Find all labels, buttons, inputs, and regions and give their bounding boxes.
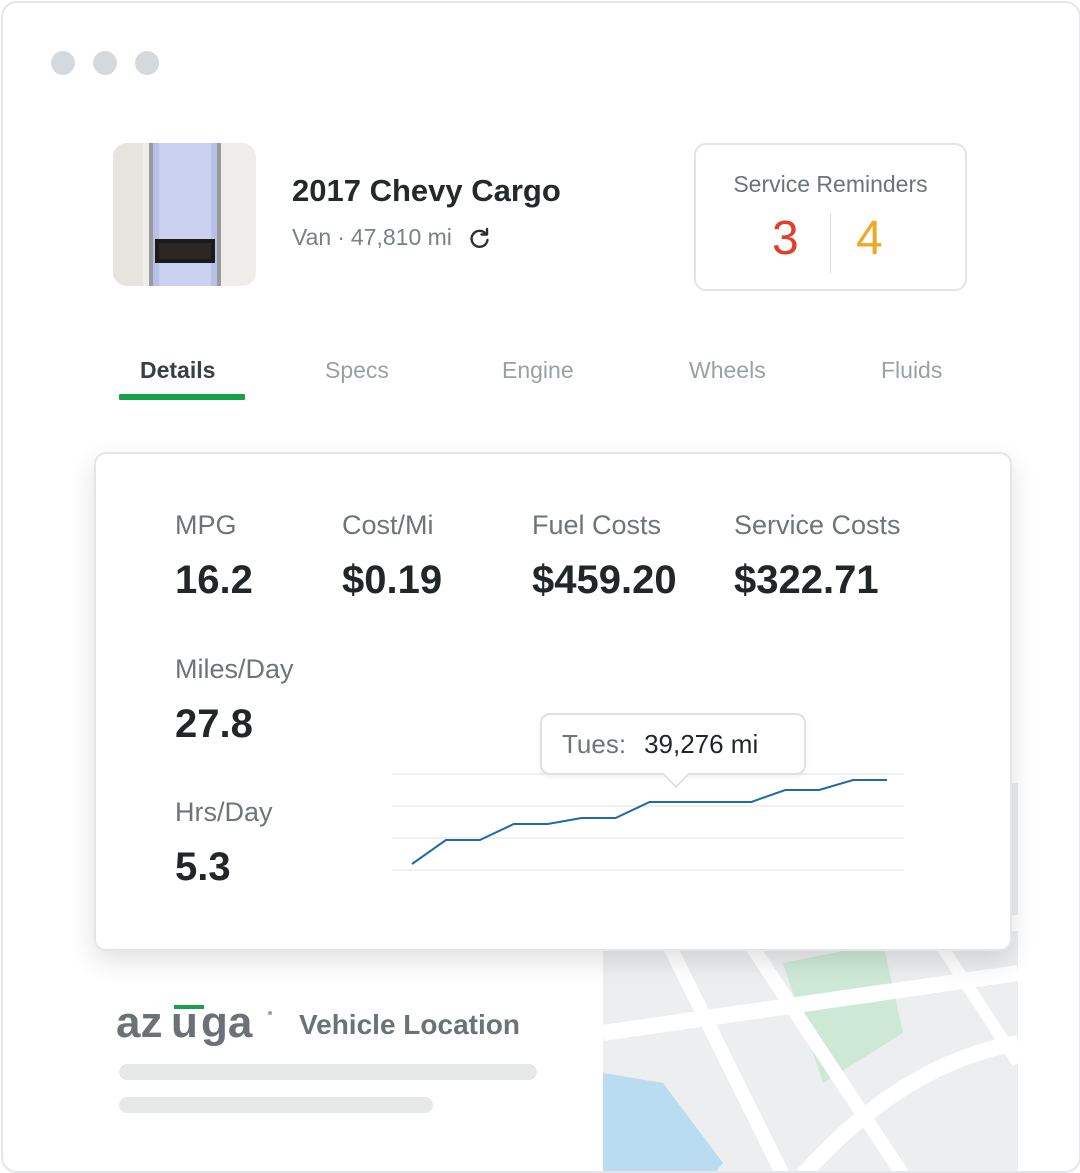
tab-specs[interactable]: Specs bbox=[325, 357, 389, 383]
reminders-divider bbox=[830, 213, 831, 273]
vehicle-tabs: Details Specs Engine Wheels Fluids bbox=[3, 353, 1079, 403]
hours-per-day-label: Hrs/Day bbox=[175, 797, 273, 827]
tab-details[interactable]: Details bbox=[140, 357, 216, 383]
due-soon-reminders-count[interactable]: 4 bbox=[856, 212, 883, 265]
refresh-icon[interactable] bbox=[468, 226, 492, 250]
mpg-label: MPG bbox=[175, 510, 237, 540]
hours-per-day-value: 5.3 bbox=[175, 845, 231, 889]
tooltip-label: Tues: bbox=[562, 728, 627, 759]
tab-wheels[interactable]: Wheels bbox=[689, 357, 766, 383]
svg-text:az: az bbox=[116, 999, 162, 1047]
vehicle-title: 2017 Chevy Cargo bbox=[292, 173, 561, 208]
service-reminders-card[interactable]: Service Reminders 3 4 bbox=[694, 143, 967, 291]
overdue-reminders-count[interactable]: 3 bbox=[772, 212, 799, 265]
cost-per-mile-label: Cost/Mi bbox=[342, 510, 434, 540]
window-close-dot[interactable] bbox=[51, 51, 75, 75]
window-controls bbox=[51, 51, 159, 75]
service-costs-value: $322.71 bbox=[734, 558, 879, 602]
window-maximize-dot[interactable] bbox=[135, 51, 159, 75]
vehicle-image bbox=[113, 143, 256, 286]
svg-text:ga: ga bbox=[201, 999, 253, 1047]
cost-per-mile-value: $0.19 bbox=[342, 558, 443, 602]
miles-per-day-label: Miles/Day bbox=[175, 654, 294, 684]
tooltip-value: 39,276 mi bbox=[644, 728, 759, 759]
active-tab-indicator bbox=[119, 394, 245, 400]
location-skeleton-line bbox=[119, 1097, 433, 1113]
azuga-logo: az u ga bbox=[116, 998, 276, 1051]
chart-tooltip: Tues: 39,276 mi bbox=[540, 713, 806, 789]
window-minimize-dot[interactable] bbox=[93, 51, 117, 75]
svg-text:u: u bbox=[171, 999, 198, 1047]
vehicle-location-label: Vehicle Location bbox=[299, 1009, 520, 1040]
miles-per-day-value: 27.8 bbox=[175, 702, 253, 746]
mileage-series-line bbox=[411, 779, 887, 865]
separator: · bbox=[337, 224, 345, 250]
vehicle-subtitle: Van · 47,810 mi bbox=[292, 224, 492, 251]
fuel-costs-label: Fuel Costs bbox=[532, 510, 662, 540]
service-costs-label: Service Costs bbox=[734, 510, 901, 540]
fuel-costs-value: $459.20 bbox=[532, 558, 677, 602]
vehicle-stats-card: MPG 16.2 Cost/Mi $0.19 Fuel Costs $459.2… bbox=[94, 452, 1012, 951]
location-skeleton-line bbox=[119, 1064, 537, 1080]
tab-engine[interactable]: Engine bbox=[502, 357, 574, 383]
mpg-value: 16.2 bbox=[175, 558, 253, 602]
service-reminders-label: Service Reminders bbox=[733, 171, 928, 197]
tab-fluids[interactable]: Fluids bbox=[881, 357, 943, 383]
vehicle-type: Van bbox=[292, 224, 332, 250]
vehicle-mileage: 47,810 mi bbox=[350, 224, 452, 250]
